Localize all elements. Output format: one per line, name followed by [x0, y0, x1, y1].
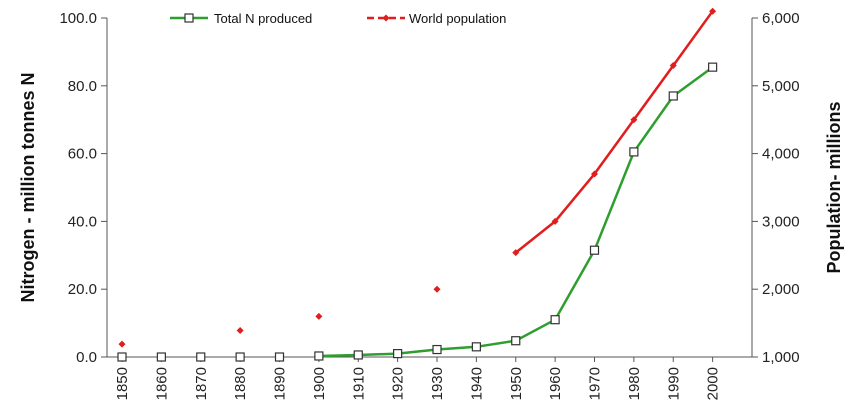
population-point: [315, 312, 323, 320]
x-tick-label: 1860: [153, 367, 170, 400]
total-n-point: [511, 336, 521, 346]
y-right-tick-label: 4,000: [762, 146, 800, 163]
legend-population-label: World population: [409, 11, 506, 26]
y-left-tick-label: 100.0: [59, 10, 97, 27]
population-point: [630, 116, 638, 124]
y-right-tick-label: 6,000: [762, 10, 800, 27]
y-right-axis-title: Population- millions: [824, 102, 844, 274]
total-n-line: [318, 66, 714, 358]
population-point: [551, 217, 559, 225]
population-point: [433, 285, 441, 293]
total-n-point: [668, 91, 678, 101]
y-right-tick-label: 1,000: [762, 349, 800, 366]
y-right-tick-label: 2,000: [762, 281, 800, 298]
population-line: [515, 10, 714, 254]
population-point: [236, 327, 244, 335]
total-n-point: [353, 350, 363, 360]
y-left-tick-label: 80.0: [68, 78, 97, 95]
x-tick-label: 1950: [508, 367, 525, 400]
x-tick-label: 1870: [193, 367, 210, 400]
total-n-point: [314, 351, 324, 361]
x-tick-label: 1970: [587, 367, 604, 400]
x-tick-label: 1910: [350, 367, 367, 400]
x-tick-label: 1900: [311, 367, 328, 400]
total-n-point: [156, 352, 166, 362]
y-left-tick-label: 60.0: [68, 146, 97, 163]
y-right-tick-label: 3,000: [762, 213, 800, 230]
total-n-point: [117, 352, 127, 362]
x-tick-label: 1960: [547, 367, 564, 400]
x-tick-label: 1880: [232, 367, 249, 400]
x-tick-label: 1980: [626, 367, 643, 400]
y-left-tick-label: 20.0: [68, 281, 97, 298]
population-point: [669, 61, 677, 69]
y-left-tick-label: 40.0: [68, 213, 97, 230]
population-point: [591, 170, 598, 178]
x-tick-label: 1930: [429, 367, 446, 400]
total-n-point: [196, 352, 206, 362]
y-left-tick-label: 0.0: [76, 349, 97, 366]
total-n-point: [589, 245, 600, 255]
legend-total-n-label: Total N produced: [214, 11, 312, 26]
total-n-point: [550, 315, 560, 325]
y-left-axis-title: Nitrogen - million tonnes N: [18, 73, 38, 303]
total-n-point: [432, 344, 442, 355]
legend-population-swatch-marker: [382, 14, 390, 22]
legend-total-n-swatch-marker: [184, 13, 194, 23]
x-tick-label: 1850: [114, 367, 131, 400]
total-n-point: [393, 349, 403, 359]
population-point: [512, 249, 520, 257]
total-n-point: [471, 342, 481, 352]
x-tick-label: 1890: [272, 367, 289, 400]
y-right-tick-label: 5,000: [762, 78, 800, 95]
x-tick-label: 1940: [468, 367, 485, 400]
total-n-point: [708, 62, 718, 72]
x-tick-label: 1920: [390, 367, 407, 400]
total-n-point: [629, 147, 639, 157]
population-point: [118, 340, 126, 348]
population-point: [709, 7, 717, 15]
x-tick-label: 2000: [705, 367, 722, 400]
total-n-point: [235, 352, 245, 362]
total-n-point: [274, 352, 285, 362]
x-tick-label: 1990: [665, 367, 682, 400]
